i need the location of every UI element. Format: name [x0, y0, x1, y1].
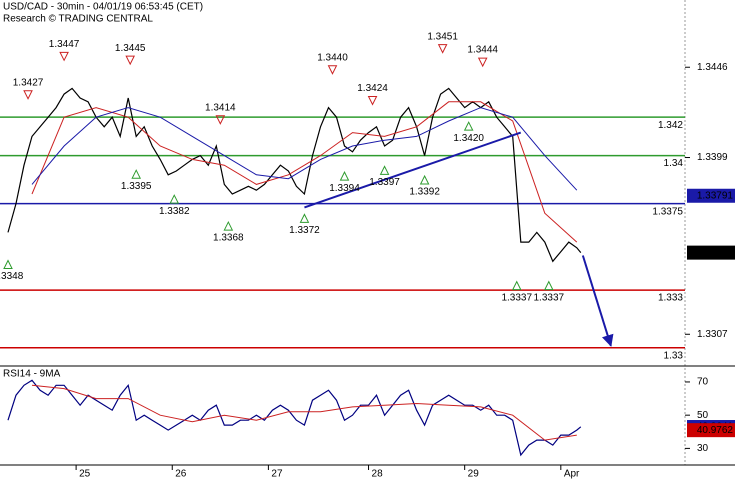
high-label: 1.3445: [115, 43, 146, 54]
level-label: 1.3375: [652, 206, 683, 217]
y-tick-label: 70: [697, 377, 709, 388]
price-tag: [687, 188, 735, 203]
low-marker: [419, 174, 430, 185]
high-marker: [125, 55, 135, 66]
high-label: 1.3424: [357, 83, 388, 94]
high-marker: [215, 115, 226, 125]
low-label: 1.3397: [369, 177, 400, 188]
moving-average: [31, 384, 577, 441]
low-label: 1.3372: [289, 225, 320, 236]
rsi-title: RSI14 - 9MA: [3, 369, 61, 380]
low-label: 1.3368: [213, 233, 244, 244]
low-marker: [463, 121, 474, 131]
trendline: [581, 255, 614, 347]
low-marker: [339, 171, 350, 181]
high-label: 1.3451: [427, 31, 458, 42]
chart-subtitle: Research © TRADING CENTRAL: [3, 14, 153, 25]
x-tick-label: 28: [372, 469, 384, 480]
y-tick-label: 1.3446: [697, 62, 728, 73]
x-tick-label: Apr: [564, 469, 580, 480]
level-label: 1.33: [664, 350, 684, 361]
low-marker: [223, 220, 234, 231]
moving-average: [31, 107, 578, 191]
low-label: 1.3392: [409, 187, 440, 198]
low-label: 1.3348: [0, 271, 24, 282]
y-tick-label: 1.3307: [697, 329, 728, 340]
low-marker: [3, 259, 13, 269]
level-label: 1.342: [658, 120, 683, 131]
high-label: 1.3414: [205, 102, 236, 113]
price-tag-label: 1.33495: [697, 247, 734, 258]
price-tag-label: 1.33791: [697, 190, 734, 201]
price-line: [7, 87, 582, 263]
y-tick-label: 30: [697, 443, 709, 454]
x-tick-label: 26: [175, 469, 187, 480]
low-marker: [379, 165, 390, 175]
high-marker: [59, 51, 69, 62]
high-marker: [477, 57, 488, 68]
high-marker: [367, 96, 378, 106]
trendline: [304, 131, 522, 209]
y-tick-label: 50: [697, 410, 709, 421]
low-label: 1.3337: [534, 292, 565, 303]
level-label: 1.333: [658, 293, 683, 304]
low-marker: [511, 280, 522, 291]
low-label: 1.3420: [453, 133, 484, 144]
price-tag: [687, 245, 735, 260]
x-tick-label: 29: [468, 469, 480, 480]
low-label: 1.3382: [159, 206, 190, 217]
low-marker: [131, 169, 142, 179]
low-marker: [169, 194, 180, 204]
chart-title: USD/CAD - 30min - 04/01/19 06:53:45 (CET…: [3, 2, 203, 13]
high-marker: [437, 44, 448, 54]
high-label: 1.3440: [317, 52, 348, 63]
x-tick-label: 25: [79, 469, 91, 480]
moving-average: [31, 101, 578, 243]
low-label: 1.3337: [501, 292, 532, 303]
y-tick-label: 1.3399: [697, 152, 728, 163]
high-marker: [327, 65, 338, 75]
high-label: 1.3427: [13, 77, 44, 88]
price-tag: [687, 423, 735, 438]
low-label: 1.3394: [329, 183, 360, 194]
price-line: [7, 379, 582, 457]
low-marker: [299, 213, 310, 223]
high-marker: [23, 90, 33, 100]
low-marker: [543, 280, 554, 291]
price-tag-label: 40.9762: [697, 425, 734, 436]
x-tick-label: 27: [271, 469, 283, 480]
high-label: 1.3444: [467, 45, 498, 56]
low-label: 1.3395: [121, 181, 152, 192]
high-label: 1.3447: [49, 39, 80, 50]
level-label: 1.34: [664, 158, 684, 169]
